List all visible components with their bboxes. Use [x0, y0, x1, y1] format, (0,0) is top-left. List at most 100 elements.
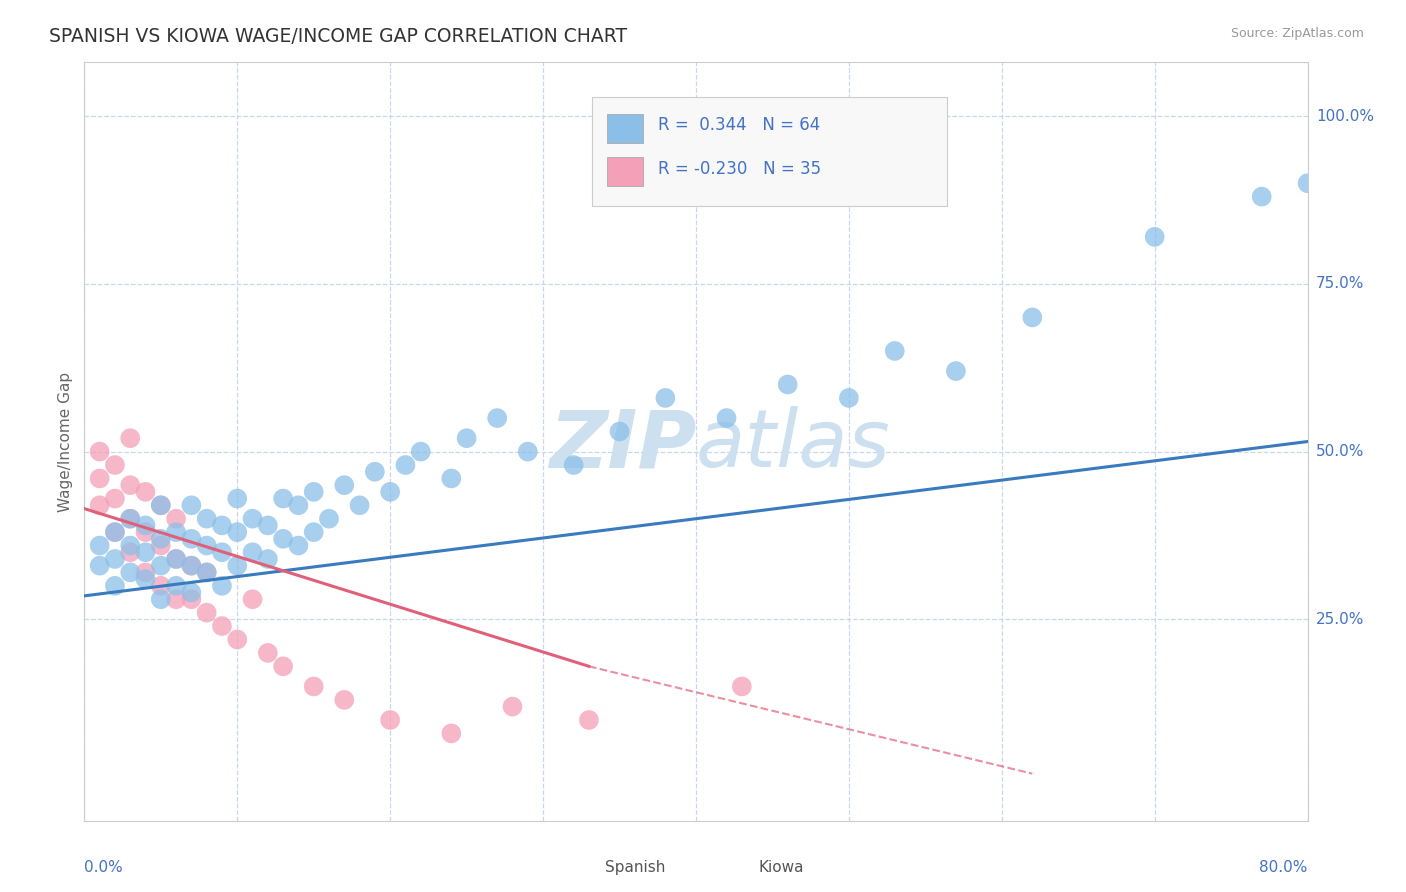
- Text: 25.0%: 25.0%: [1316, 612, 1364, 627]
- Text: 50.0%: 50.0%: [1316, 444, 1364, 459]
- Point: [516, 444, 538, 458]
- Point: [180, 592, 202, 607]
- Point: [242, 592, 264, 607]
- Text: R = -0.230   N = 35: R = -0.230 N = 35: [658, 160, 821, 178]
- Point: [89, 558, 111, 573]
- Point: [257, 646, 280, 660]
- Point: [89, 444, 111, 458]
- Text: 0.0%: 0.0%: [84, 860, 124, 874]
- Text: Kiowa: Kiowa: [758, 860, 804, 875]
- Point: [226, 632, 249, 647]
- Point: [195, 539, 218, 553]
- Point: [165, 525, 187, 540]
- Point: [242, 545, 264, 559]
- Point: [1021, 310, 1043, 325]
- Point: [120, 539, 142, 553]
- FancyBboxPatch shape: [606, 114, 644, 143]
- Point: [257, 552, 280, 566]
- Point: [135, 545, 157, 559]
- Point: [120, 566, 142, 580]
- Point: [135, 572, 157, 586]
- Point: [211, 619, 233, 633]
- Point: [271, 491, 294, 506]
- Text: 100.0%: 100.0%: [1316, 109, 1374, 124]
- Point: [456, 431, 478, 445]
- Point: [226, 525, 249, 540]
- Point: [165, 592, 187, 607]
- Point: [180, 498, 202, 512]
- Point: [883, 343, 905, 358]
- Point: [149, 592, 172, 607]
- Text: SPANISH VS KIOWA WAGE/INCOME GAP CORRELATION CHART: SPANISH VS KIOWA WAGE/INCOME GAP CORRELA…: [49, 27, 627, 45]
- Point: [731, 680, 754, 694]
- Point: [654, 391, 676, 405]
- FancyBboxPatch shape: [574, 854, 600, 881]
- Point: [302, 680, 325, 694]
- Point: [1296, 176, 1319, 190]
- Point: [409, 444, 432, 458]
- Point: [104, 525, 127, 540]
- Point: [120, 545, 142, 559]
- Point: [149, 532, 172, 546]
- Point: [302, 525, 325, 540]
- Point: [104, 525, 127, 540]
- Point: [486, 411, 509, 425]
- Point: [135, 525, 157, 540]
- Point: [333, 693, 356, 707]
- Point: [180, 532, 202, 546]
- Point: [1250, 189, 1272, 203]
- Point: [135, 484, 157, 499]
- Point: [776, 377, 799, 392]
- Point: [180, 558, 202, 573]
- Point: [120, 431, 142, 445]
- FancyBboxPatch shape: [592, 96, 946, 207]
- Point: [226, 491, 249, 506]
- Text: 80.0%: 80.0%: [1260, 860, 1308, 874]
- Point: [165, 552, 187, 566]
- Point: [257, 518, 280, 533]
- Text: atlas: atlas: [696, 407, 891, 484]
- Point: [271, 532, 294, 546]
- Point: [104, 579, 127, 593]
- Text: Source: ZipAtlas.com: Source: ZipAtlas.com: [1230, 27, 1364, 40]
- Point: [945, 364, 967, 378]
- Point: [394, 458, 416, 472]
- Text: Spanish: Spanish: [606, 860, 666, 875]
- Point: [180, 585, 202, 599]
- Point: [149, 558, 172, 573]
- Text: 75.0%: 75.0%: [1316, 277, 1364, 292]
- Point: [226, 558, 249, 573]
- Point: [1143, 230, 1166, 244]
- FancyBboxPatch shape: [727, 854, 754, 881]
- Point: [271, 659, 294, 673]
- Point: [440, 471, 463, 485]
- Point: [195, 512, 218, 526]
- Point: [380, 713, 402, 727]
- Point: [135, 566, 157, 580]
- Point: [195, 606, 218, 620]
- Point: [211, 579, 233, 593]
- Point: [302, 484, 325, 499]
- Point: [104, 491, 127, 506]
- Point: [440, 726, 463, 740]
- Point: [211, 545, 233, 559]
- Point: [287, 498, 309, 512]
- Point: [349, 498, 371, 512]
- Point: [120, 478, 142, 492]
- FancyBboxPatch shape: [606, 158, 644, 186]
- Point: [149, 539, 172, 553]
- Point: [149, 579, 172, 593]
- Point: [89, 498, 111, 512]
- Point: [195, 566, 218, 580]
- Point: [380, 484, 402, 499]
- Point: [287, 539, 309, 553]
- Point: [562, 458, 585, 472]
- Point: [104, 458, 127, 472]
- Point: [165, 579, 187, 593]
- Point: [195, 566, 218, 580]
- Point: [716, 411, 738, 425]
- Text: ZIP: ZIP: [548, 407, 696, 484]
- Point: [120, 512, 142, 526]
- Point: [135, 518, 157, 533]
- Point: [364, 465, 387, 479]
